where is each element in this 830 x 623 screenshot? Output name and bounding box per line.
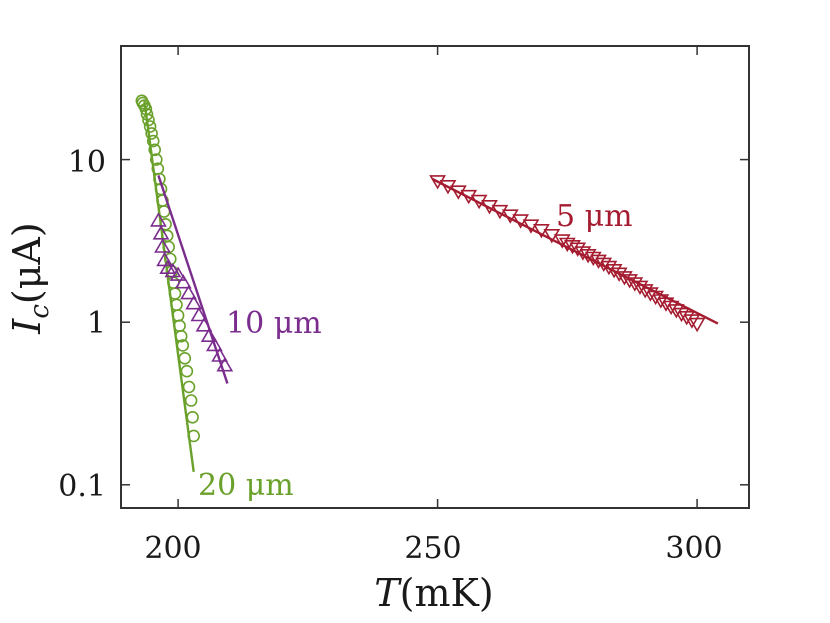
- data-point: [169, 266, 187, 281]
- series-1: [135, 94, 200, 473]
- series-label-10um: 10 μm: [226, 306, 322, 341]
- data-point: [154, 238, 171, 253]
- data-point: [146, 134, 160, 148]
- data-point: [678, 310, 696, 326]
- data-point: [180, 285, 197, 300]
- y-tick-label-0-1: 0.1: [58, 469, 106, 504]
- data-point: [683, 314, 701, 329]
- data-point: [182, 380, 196, 394]
- data-point: [185, 295, 203, 310]
- data-point: [662, 300, 680, 316]
- y-axis-unit: (μA): [5, 222, 49, 304]
- fit-line: [431, 177, 719, 325]
- y-axis-symbol: I: [5, 318, 49, 335]
- data-point: [143, 120, 157, 133]
- data-point: [190, 306, 208, 322]
- fit-line: [157, 175, 229, 384]
- y-tick-label-10: 10: [68, 145, 106, 180]
- data-point: [148, 143, 161, 157]
- y-tick-label-1: 1: [87, 306, 106, 341]
- x-tick-label-200: 200: [144, 531, 201, 566]
- data-point: [688, 317, 706, 333]
- data-point: [145, 127, 158, 140]
- x-tick-label-250: 250: [404, 531, 461, 566]
- data-point: [667, 304, 685, 319]
- y-axis-title: Ic(μA): [5, 222, 55, 334]
- x-axis-title: T(mK): [374, 571, 493, 615]
- data-point: [206, 336, 223, 352]
- data-point: [605, 263, 623, 279]
- data-point: [152, 225, 170, 240]
- data-point: [184, 394, 198, 407]
- data-point: [174, 274, 192, 289]
- x-axis-unit: (mK): [400, 571, 494, 615]
- data-point: [180, 364, 194, 378]
- data-point: [150, 212, 167, 227]
- x-tick-label-300: 300: [665, 531, 722, 566]
- plot-area: [135, 94, 719, 473]
- data-point: [200, 327, 218, 343]
- data-point: [178, 351, 192, 365]
- data-point: [150, 153, 163, 166]
- series-label-20um: 20 μm: [198, 468, 294, 503]
- y-axis-subscript: c: [25, 304, 55, 319]
- series-2: [150, 175, 234, 384]
- axis-ticks: [121, 46, 749, 508]
- data-point: [136, 96, 150, 110]
- data-point: [186, 410, 199, 424]
- x-axis-symbol: T: [374, 571, 402, 615]
- series-label-5um: 5 μm: [556, 199, 633, 234]
- axes-frame: [120, 45, 750, 509]
- series-3: [429, 175, 719, 333]
- fit-line: [143, 100, 195, 473]
